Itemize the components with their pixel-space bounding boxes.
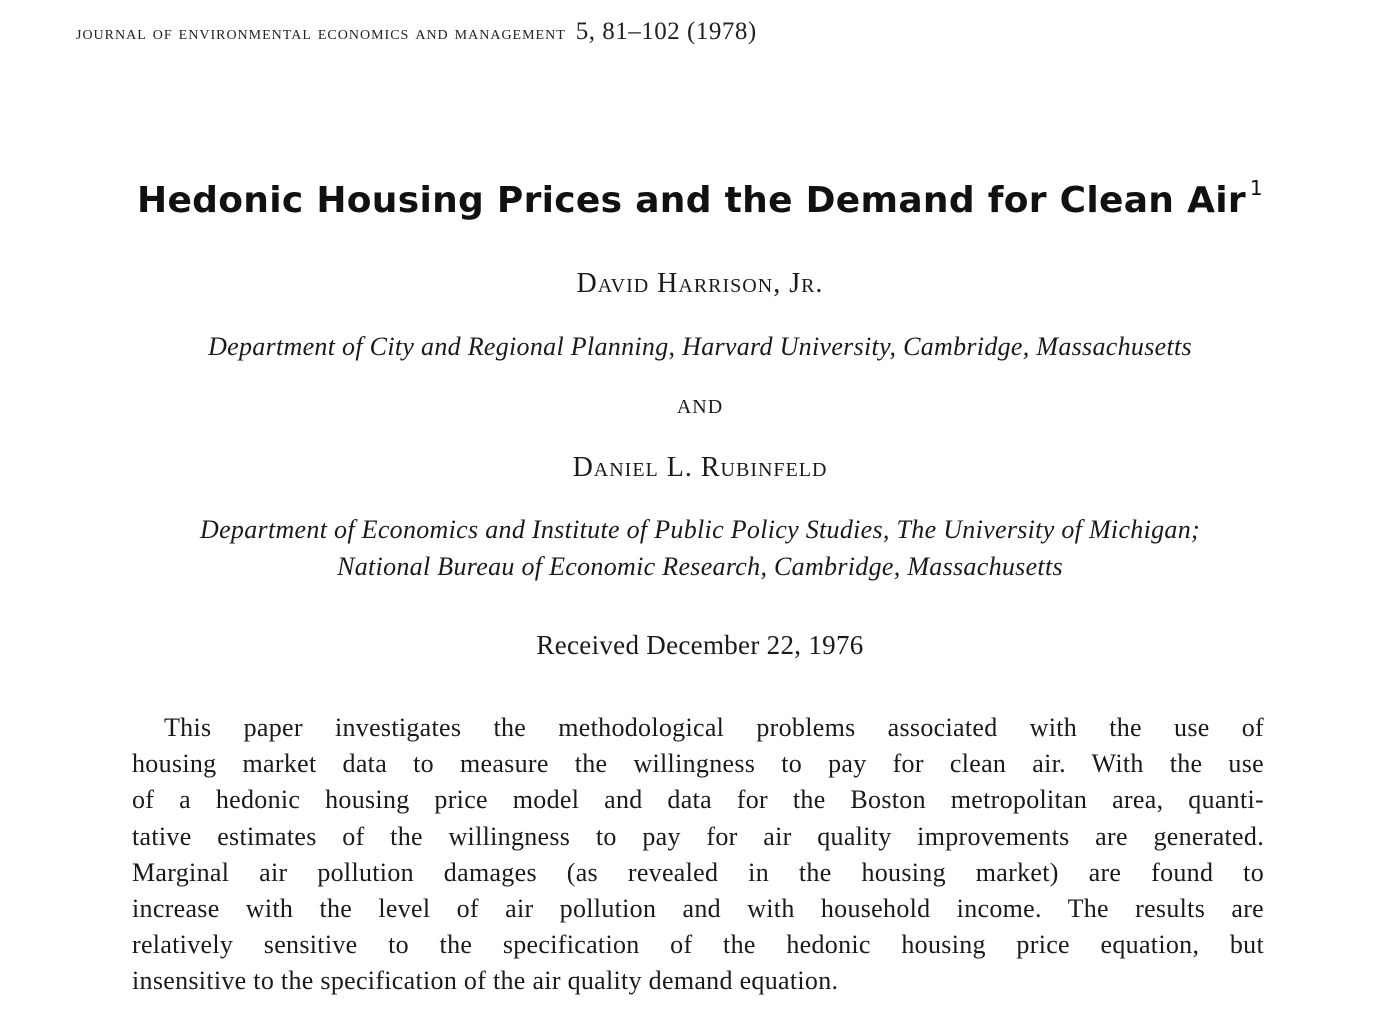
abstract-line: of a hedonic housing price model and dat…: [132, 785, 1264, 815]
abstract-line: tative estimates of the willingness to p…: [132, 821, 1264, 851]
author-1-name: David Harrison, Jr.: [576, 268, 824, 299]
abstract-line: Marginal air pollution damages (as revea…: [132, 857, 1264, 887]
received-date: Received December 22, 1976: [536, 630, 864, 660]
author-2-name: Daniel L. Rubinfeld: [572, 452, 828, 483]
title-footnote-mark: 1: [1249, 176, 1263, 200]
author-2-affiliation-line-2: National Bureau of Economic Research, Ca…: [337, 552, 1063, 581]
abstract-line: This paper investigates the methodologic…: [164, 713, 1264, 742]
running-head: JOURNAL OF ENVIRONMENTAL ECONOMICS AND M…: [76, 18, 757, 46]
abstract-line: insensitive to the specification of the …: [132, 966, 839, 996]
author-2-affiliation-line-1: Department of Economics and Institute of…: [200, 515, 1200, 544]
abstract-line: increase with the level of air pollution…: [132, 893, 1264, 923]
journal-citation: 5, 81–102 (1978): [575, 18, 757, 45]
author-1-affiliation: Department of City and Regional Planning…: [208, 332, 1192, 361]
abstract-line: housing market data to measure the willi…: [132, 749, 1264, 779]
journal-name: JOURNAL OF ENVIRONMENTAL ECONOMICS AND M…: [76, 22, 566, 44]
abstract-line: relatively sensitive to the specificatio…: [132, 930, 1264, 960]
paper-title-text: Hedonic Housing Prices and the Demand fo…: [137, 180, 1246, 221]
paper-title: Hedonic Housing Prices and the Demand fo…: [0, 176, 1400, 221]
abstract: This paper investigates the methodologic…: [132, 710, 1264, 1000]
author-conjunction: AND: [676, 396, 724, 418]
